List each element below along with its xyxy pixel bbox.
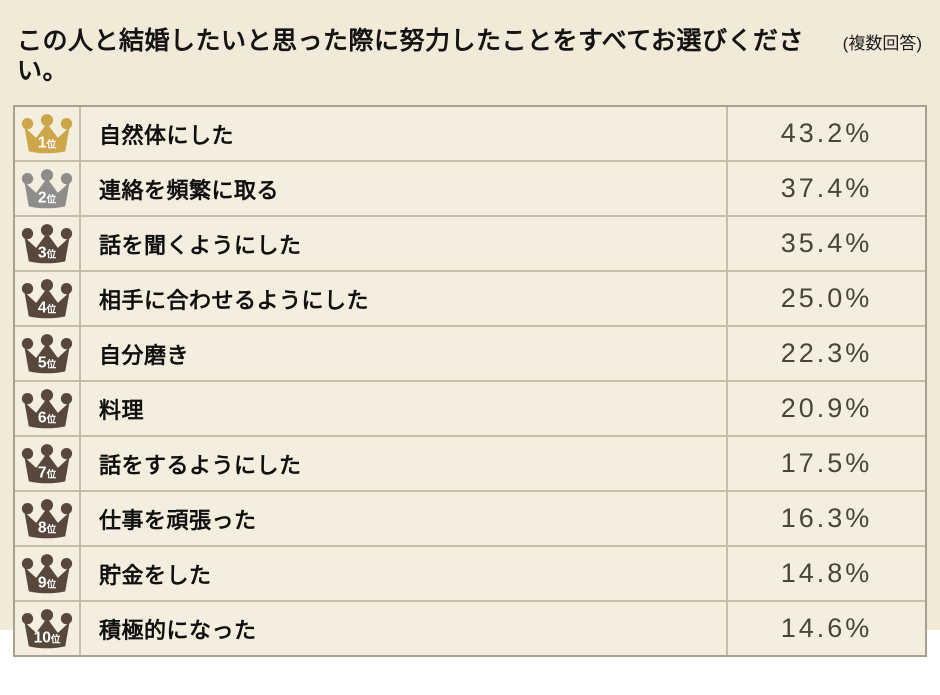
survey-result-panel: この人と結婚したいと思った際に努力したことをすべてお選びください。 (複数回答)… [0, 0, 940, 657]
rank-cell: 8位 [15, 492, 79, 545]
survey-question-title: この人と結婚したいと思った際に努力したことをすべてお選びください。 [17, 27, 805, 85]
answer-label: 話をするようにした [79, 437, 726, 490]
ranking-table: 1位 自然体にした 43.2% 2位 連絡を頻繁に取る 37.4% [13, 105, 927, 657]
crown-rank-icon: 8位 [21, 498, 73, 538]
table-row: 6位 料理 20.9% [15, 380, 925, 435]
percent-value: 35.4% [726, 217, 925, 270]
answer-label: 自然体にした [79, 107, 726, 160]
answer-label: 積極的になった [79, 602, 726, 655]
answer-label: 話を聞くようにした [79, 217, 726, 270]
rank-cell: 3位 [15, 217, 79, 270]
crown-rank-icon: 4位 [21, 278, 73, 318]
answer-label: 自分磨き [79, 327, 726, 380]
rank-cell: 10位 [15, 602, 79, 655]
svg-text:10位: 10位 [34, 629, 61, 646]
answer-label: 相手に合わせるようにした [79, 272, 726, 325]
table-row: 4位 相手に合わせるようにした 25.0% [15, 270, 925, 325]
crown-rank-icon: 6位 [21, 388, 73, 428]
table-row: 9位 貯金をした 14.8% [15, 545, 925, 600]
crown-rank-icon: 9位 [21, 553, 73, 593]
svg-text:8位: 8位 [38, 519, 57, 536]
table-row: 7位 話をするようにした 17.5% [15, 435, 925, 490]
svg-text:3位: 3位 [38, 244, 57, 261]
svg-text:6位: 6位 [38, 409, 57, 426]
rank-cell: 4位 [15, 272, 79, 325]
table-row: 1位 自然体にした 43.2% [15, 107, 925, 160]
table-row: 10位 積極的になった 14.6% [15, 600, 925, 655]
percent-value: 22.3% [726, 327, 925, 380]
svg-text:9位: 9位 [38, 574, 57, 591]
percent-value: 17.5% [726, 437, 925, 490]
crown-rank-icon: 5位 [21, 333, 73, 373]
title-bar: この人と結婚したいと思った際に努力したことをすべてお選びください。 (複数回答) [0, 0, 940, 86]
rank-cell: 5位 [15, 327, 79, 380]
percent-value: 37.4% [726, 162, 925, 215]
table-row: 3位 話を聞くようにした 35.4% [15, 215, 925, 270]
crown-rank-icon: 1位 [21, 113, 73, 153]
percent-value: 43.2% [726, 107, 925, 160]
percent-value: 14.8% [726, 547, 925, 600]
svg-text:2位: 2位 [38, 189, 57, 206]
percent-value: 14.6% [726, 602, 925, 655]
table-row: 2位 連絡を頻繁に取る 37.4% [15, 160, 925, 215]
crown-rank-icon: 10位 [21, 608, 73, 648]
crown-rank-icon: 2位 [21, 168, 73, 208]
percent-value: 25.0% [726, 272, 925, 325]
rank-cell: 2位 [15, 162, 79, 215]
svg-text:4位: 4位 [38, 299, 57, 316]
multiple-answer-note: (複数回答) [842, 34, 922, 53]
crown-rank-icon: 3位 [21, 223, 73, 263]
answer-label: 仕事を頑張った [79, 492, 726, 545]
answer-label: 料理 [79, 382, 726, 435]
rank-cell: 7位 [15, 437, 79, 490]
svg-text:1位: 1位 [38, 134, 57, 151]
rank-cell: 9位 [15, 547, 79, 600]
svg-text:7位: 7位 [38, 464, 57, 481]
table-row: 8位 仕事を頑張った 16.3% [15, 490, 925, 545]
percent-value: 16.3% [726, 492, 925, 545]
table-row: 5位 自分磨き 22.3% [15, 325, 925, 380]
crown-rank-icon: 7位 [21, 443, 73, 483]
percent-value: 20.9% [726, 382, 925, 435]
rank-cell: 6位 [15, 382, 79, 435]
answer-label: 連絡を頻繁に取る [79, 162, 726, 215]
svg-text:5位: 5位 [38, 354, 57, 371]
rank-cell: 1位 [15, 107, 79, 160]
answer-label: 貯金をした [79, 547, 726, 600]
